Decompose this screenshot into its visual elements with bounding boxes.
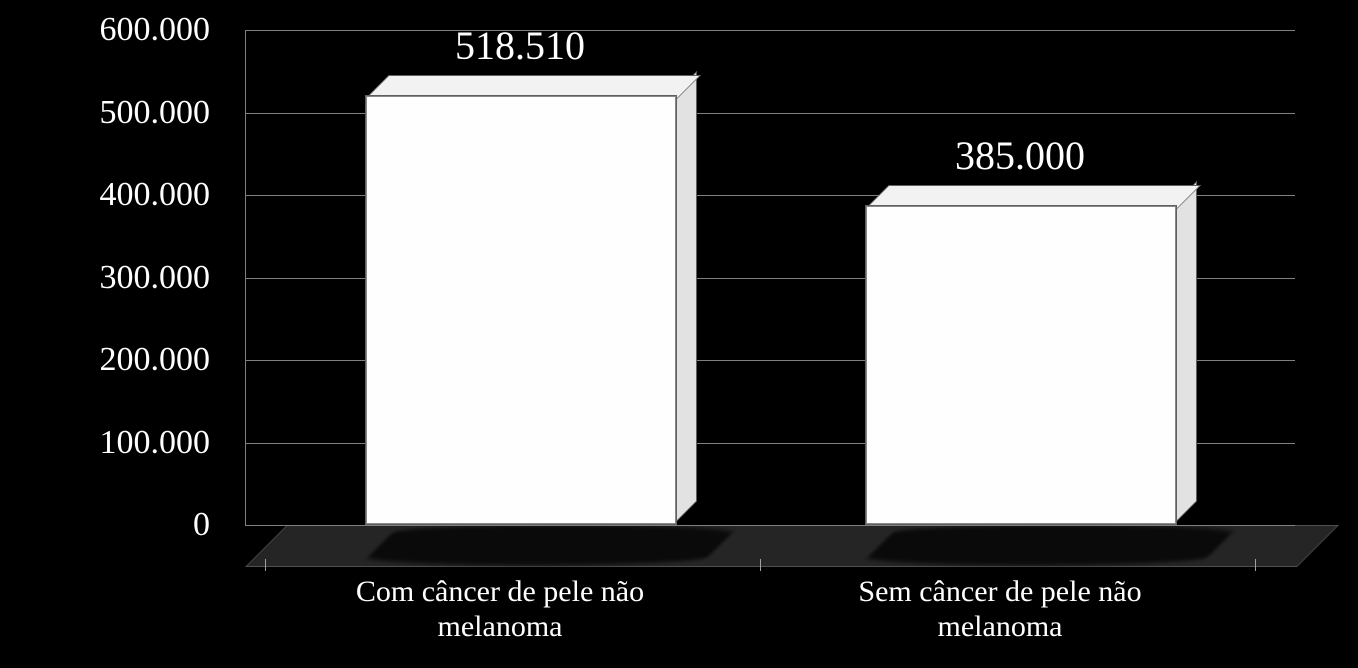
y-tick-label: 400.000 — [100, 176, 211, 214]
y-tick-label: 200.000 — [100, 341, 211, 379]
x-tick — [1255, 559, 1256, 571]
bar-face-front — [865, 205, 1177, 525]
bar-0: 518.510 — [365, 97, 675, 525]
y-tick-label: 500.000 — [100, 94, 211, 132]
x-category-label: Com câncer de pele nãomelanoma — [285, 575, 715, 644]
y-axis: 0100.000200.000300.000400.000500.000600.… — [60, 30, 220, 525]
bar-face-front — [365, 95, 677, 525]
plot-area: 518.510 385.000 — [245, 30, 1295, 565]
gridline — [245, 30, 1295, 31]
y-tick-label: 600.000 — [100, 11, 211, 49]
bar-shadow — [360, 525, 740, 565]
x-tick — [265, 559, 266, 571]
y-tick-label: 300.000 — [100, 259, 211, 297]
y-tick-label: 100.000 — [100, 424, 211, 462]
bar-data-label: 385.000 — [955, 132, 1085, 179]
plot-floor — [245, 525, 1295, 565]
y-tick-label: 0 — [193, 506, 210, 544]
x-category-label: Sem câncer de pele nãomelanoma — [785, 575, 1215, 644]
bar-chart-3d: 0 100.000 200.000 300.000 400.000 500.000 600.… — [0, 0, 1358, 668]
x-tick — [760, 559, 761, 571]
bar-shadow — [860, 525, 1240, 565]
bar-1: 385.000 — [865, 207, 1175, 525]
bar-data-label: 518.510 — [455, 22, 585, 69]
gridline — [245, 525, 1295, 526]
